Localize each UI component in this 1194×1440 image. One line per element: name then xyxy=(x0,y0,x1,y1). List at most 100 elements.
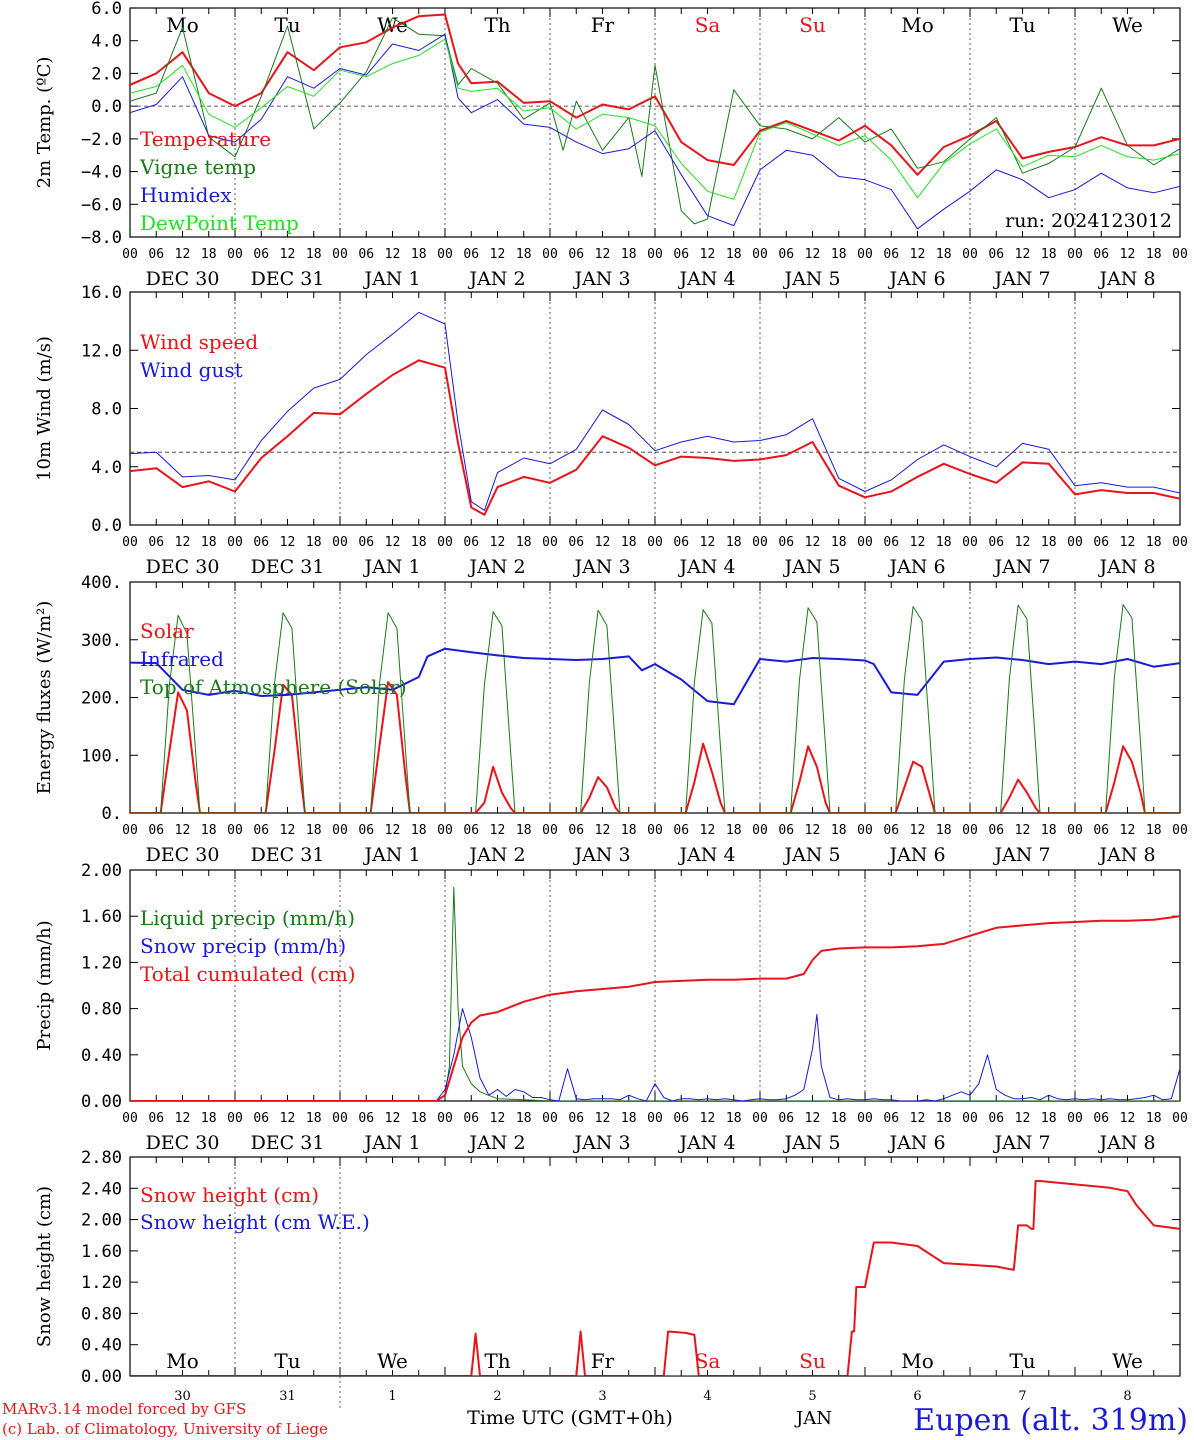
hour-label: 12 xyxy=(910,535,926,550)
legend-entry: Temperature xyxy=(140,127,271,151)
day-label: JAN 8 xyxy=(1097,556,1155,578)
day-label: JAN 2 xyxy=(467,1132,525,1154)
hour-label: 18 xyxy=(621,1111,637,1126)
hour-label: 06 xyxy=(988,247,1004,262)
hour-label: 12 xyxy=(805,535,821,550)
hour-label: 00 xyxy=(437,535,453,550)
day-label: JAN 4 xyxy=(677,844,735,866)
legend-entry: Top of Atmosphere (Solar) xyxy=(140,675,407,699)
hour-label: 18 xyxy=(726,247,742,262)
series-line-top-of-atmosphere-solar- xyxy=(130,604,1180,813)
hour-label: 12 xyxy=(280,247,296,262)
meteogram-panels: 6.0 4.0 2.0 0.0 −2.0 −4.0 −6.0 −8.0 2m Temp. (ºC… xyxy=(34,0,1188,1387)
date-number: 4 xyxy=(703,1389,711,1404)
y-tick-label: 0.80 xyxy=(81,1000,122,1020)
y-tick-label: −2.0 xyxy=(81,130,122,150)
series-line-vigne-temp xyxy=(130,17,1180,225)
hour-label: 18 xyxy=(306,823,322,838)
hour-label: 12 xyxy=(1120,535,1136,550)
hour-label: 06 xyxy=(778,535,794,550)
y-tick-label: 2.0 xyxy=(91,64,122,84)
hour-label: 00 xyxy=(122,247,138,262)
hour-label: 12 xyxy=(910,247,926,262)
day-label: JAN 2 xyxy=(467,844,525,866)
hour-label: 00 xyxy=(227,247,243,262)
hour-label: 18 xyxy=(936,535,952,550)
hour-label: 06 xyxy=(148,535,164,550)
hour-label: 06 xyxy=(358,1111,374,1126)
hour-label: 18 xyxy=(831,1111,847,1126)
hour-label: 12 xyxy=(490,1111,506,1126)
hour-label: 00 xyxy=(1067,1111,1083,1126)
weekday-label: Tu xyxy=(1009,13,1035,37)
hour-label: 18 xyxy=(1146,1111,1162,1126)
date-number: 2 xyxy=(493,1389,501,1404)
hour-label: 18 xyxy=(621,247,637,262)
hour-label: 12 xyxy=(1015,247,1031,262)
hour-label: 00 xyxy=(542,823,558,838)
weekday-label: Su xyxy=(799,13,826,37)
weekday-label: Fr xyxy=(591,1349,615,1373)
day-label: JAN 7 xyxy=(992,844,1050,866)
day-label: JAN 6 xyxy=(887,556,945,578)
hour-label: 12 xyxy=(280,535,296,550)
hour-label: 06 xyxy=(148,1111,164,1126)
series-line-liquid-precip-mm-h- xyxy=(130,886,1180,1101)
day-label: JAN 5 xyxy=(782,844,840,866)
day-label: JAN 1 xyxy=(362,556,420,578)
y-tick-label: −6.0 xyxy=(81,195,122,215)
hour-label: 00 xyxy=(1067,535,1083,550)
hour-label: 12 xyxy=(280,823,296,838)
series-line-snow-height-cm- xyxy=(130,1180,1180,1376)
panel-4: 2.00 1.60 1.20 0.80 0.40 0.00 Precip (mm/h) Liq… xyxy=(34,861,1188,1154)
hour-label: 18 xyxy=(306,535,322,550)
hour-label: 18 xyxy=(726,535,742,550)
y-tick-label: 100. xyxy=(81,746,122,766)
hour-label: 12 xyxy=(910,823,926,838)
weekday-label: Su xyxy=(799,1349,826,1373)
hour-label: 12 xyxy=(1120,823,1136,838)
y-tick-label: 8.0 xyxy=(91,400,122,420)
hour-label: 00 xyxy=(437,823,453,838)
hour-label: 00 xyxy=(332,535,348,550)
series-line-solar xyxy=(130,681,1180,813)
month-label: JAN xyxy=(794,1408,832,1429)
hour-label: 06 xyxy=(148,823,164,838)
hour-label: 06 xyxy=(673,535,689,550)
hour-label: 00 xyxy=(752,823,768,838)
legend-entry: Snow precip (mm/h) xyxy=(140,934,346,958)
series-line-total-cumulated-cm- xyxy=(130,915,1180,1101)
hour-label: 00 xyxy=(962,1111,978,1126)
hour-label: 00 xyxy=(332,823,348,838)
y-tick-label: 200. xyxy=(81,689,122,709)
hour-label: 12 xyxy=(805,1111,821,1126)
day-label: JAN 6 xyxy=(887,268,945,290)
legend-entry: Snow height (cm) xyxy=(140,1183,319,1207)
y-tick-label: 2.40 xyxy=(81,1179,122,1199)
hour-label: 18 xyxy=(831,247,847,262)
hour-label: 00 xyxy=(437,1111,453,1126)
day-label: JAN 4 xyxy=(677,268,735,290)
hour-label: 12 xyxy=(1015,535,1031,550)
hour-label: 06 xyxy=(673,823,689,838)
hour-label: 12 xyxy=(385,823,401,838)
hour-label: 00 xyxy=(752,247,768,262)
hour-label: 18 xyxy=(936,823,952,838)
hour-label: 06 xyxy=(253,1111,269,1126)
hour-label: 00 xyxy=(647,247,663,262)
hour-label: 06 xyxy=(883,1111,899,1126)
weekday-label: Sa xyxy=(695,13,721,37)
hour-label: 00 xyxy=(122,535,138,550)
date-number: 6 xyxy=(913,1389,921,1404)
run-annotation: run: 2024123012 xyxy=(1005,210,1172,232)
y-tick-label: 1.60 xyxy=(81,1242,122,1262)
series-line-snow-precip-mm-h- xyxy=(130,1008,1180,1101)
hour-label: 00 xyxy=(857,535,873,550)
hour-label: 18 xyxy=(516,535,532,550)
weekday-label: Tu xyxy=(274,13,300,37)
hour-label: 12 xyxy=(1120,247,1136,262)
hour-label: 18 xyxy=(621,535,637,550)
hour-label: 12 xyxy=(490,823,506,838)
series-line-dewpoint-temp xyxy=(130,38,1180,200)
hour-label: 06 xyxy=(568,247,584,262)
